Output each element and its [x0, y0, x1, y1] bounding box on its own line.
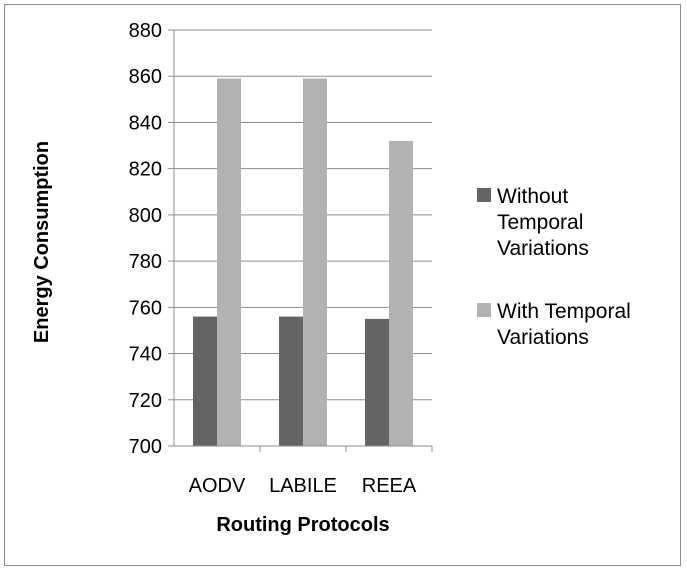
axes	[168, 29, 433, 452]
bar-labile-series-2	[303, 78, 327, 447]
bar-reea-series-2	[389, 140, 413, 446]
legend-label-2: Variations	[497, 326, 589, 349]
legend-label-1: Without	[497, 185, 568, 208]
legend-label-1: Temporal	[497, 211, 583, 234]
legend-label-1: Variations	[497, 237, 589, 260]
bar-labile-series-1	[279, 316, 303, 446]
y-tick-label: 860	[129, 66, 162, 88]
legend-label-2: With Temporal	[497, 300, 631, 323]
y-tick-label: 720	[129, 390, 162, 412]
y-axis-title: Energy Consumption	[31, 141, 53, 343]
y-tick-label: 820	[129, 159, 162, 181]
y-tick-label: 760	[129, 297, 162, 319]
x-tick-labels: AODV LABILE REEA	[189, 475, 417, 497]
bar-aodv-series-1	[193, 316, 217, 446]
y-tick-label: 740	[129, 344, 162, 366]
bar-aodv-series-2	[217, 78, 241, 447]
x-axis-title: Routing Protocols	[216, 514, 389, 536]
y-tick-label: 700	[129, 436, 162, 458]
y-tick-labels: 700 720 740 760 780 800 820 840 860 880	[129, 20, 162, 458]
y-tick-label: 840	[129, 112, 162, 134]
legend: Without Temporal Variations With Temporal Va…	[477, 185, 631, 349]
x-tick-label: LABILE	[269, 475, 337, 497]
x-tick-label: REEA	[362, 475, 417, 497]
x-tick-label: AODV	[189, 475, 246, 497]
y-tick-label: 800	[129, 205, 162, 227]
y-tick-label: 780	[129, 251, 162, 273]
legend-swatch-2	[477, 303, 491, 317]
y-tick-label: 880	[129, 20, 162, 42]
bars	[193, 78, 413, 447]
chart-frame	[4, 4, 681, 566]
legend-swatch-1	[477, 188, 491, 202]
bar-reea-series-1	[365, 318, 389, 446]
